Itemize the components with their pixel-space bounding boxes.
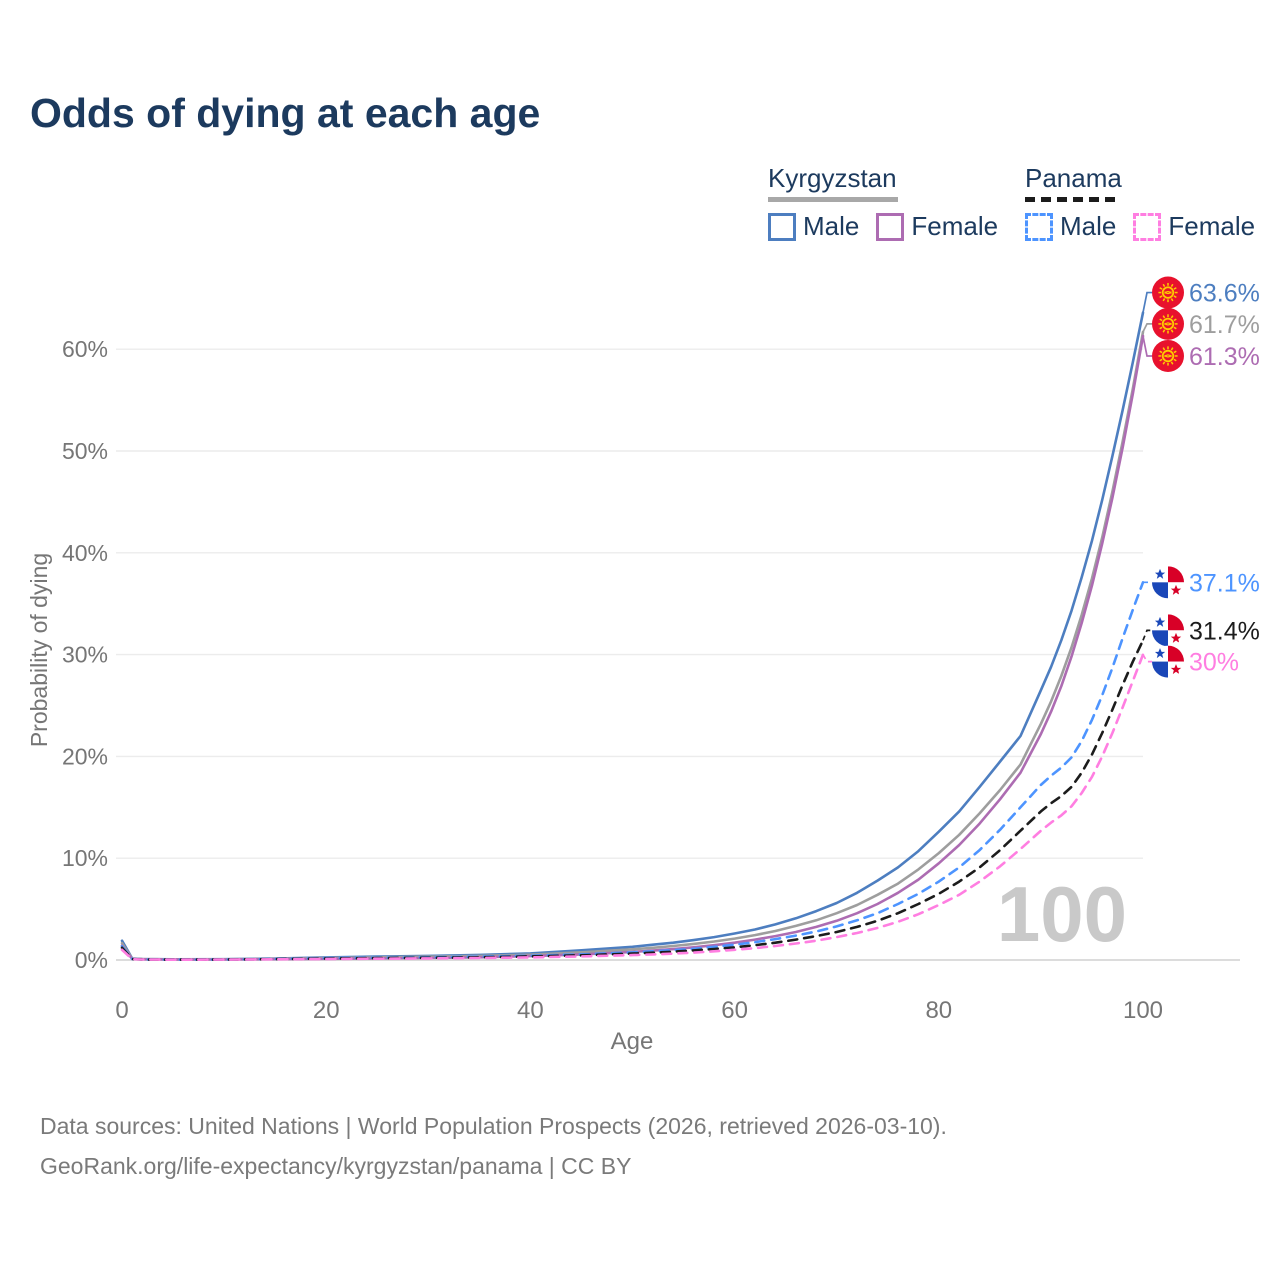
end-value-label: 63.6% xyxy=(1189,280,1260,308)
y-tick-label-50: 50% xyxy=(62,438,108,464)
kyrgyzstan-flag-icon xyxy=(1151,306,1185,341)
legend-header-kyrgyzstan: Kyrgyzstan xyxy=(768,163,897,193)
kyrgyzstan-male-swatch-icon xyxy=(768,212,796,241)
legend-group-panama: Panama Male Female xyxy=(1025,163,1272,242)
y-tick-label-60: 60% xyxy=(62,336,108,362)
kyrgyzstan-female-swatch-icon xyxy=(876,212,905,241)
end-label-connector xyxy=(1142,654,1152,663)
legend-label: Male xyxy=(1060,211,1117,241)
page-title: Odds of dying at each age xyxy=(30,90,541,136)
x-tick-label-100: 100 xyxy=(1123,997,1163,1024)
panama-line-style-sample xyxy=(1025,197,1117,202)
end-value-label: 61.3% xyxy=(1189,343,1260,371)
y-axis-title: Probability of dying xyxy=(26,553,52,747)
end-label-kyrgyzstan-female: 61.3% xyxy=(1142,335,1260,373)
y-tick-label-40: 40% xyxy=(62,540,108,566)
legend-label: Female xyxy=(911,211,999,241)
line-kyrgyzstan xyxy=(120,330,1145,961)
data-source-note: Data sources: United Nations | World Pop… xyxy=(40,1106,947,1186)
line-kyrgyzstan-female xyxy=(120,334,1145,961)
attribution-line: GeoRank.org/life-expectancy/kyrgyzstan/p… xyxy=(40,1153,632,1179)
panama-female-swatch-icon xyxy=(1133,212,1162,241)
end-value-label: 30% xyxy=(1189,649,1239,677)
x-axis-tick-labels: 0 20 40 60 80 100 xyxy=(115,997,1163,1024)
kyrgyzstan-flag-icon xyxy=(1151,275,1185,310)
end-label-connector xyxy=(1142,323,1152,333)
legend-label: Female xyxy=(1168,211,1256,241)
x-tick-label-0: 0 xyxy=(115,997,128,1024)
end-label-connector xyxy=(1142,335,1152,357)
end-label-kyrgyzstan: 61.7% xyxy=(1142,306,1260,341)
end-label-connector xyxy=(1142,291,1152,313)
kyrgyzstan-line-style-sample xyxy=(768,197,898,202)
legend-label: Male xyxy=(803,211,860,241)
legend-item-panama-female: Female xyxy=(1133,211,1255,242)
legend-header-panama: Panama xyxy=(1025,163,1122,193)
end-label-panama: 31.4% xyxy=(1142,614,1260,646)
y-tick-label-10: 10% xyxy=(62,845,108,871)
end-label-connector xyxy=(1142,629,1152,641)
line-kyrgyzstan-male xyxy=(120,311,1145,961)
data-source-line: Data sources: United Nations | World Pop… xyxy=(40,1113,947,1139)
legend-group-kyrgyzstan: Kyrgyzstan Male Female xyxy=(768,163,1015,242)
x-axis-title: Age xyxy=(611,1028,654,1055)
y-tick-label-0: 0% xyxy=(75,947,108,973)
x-tick-label-60: 60 xyxy=(721,997,748,1024)
end-label-panama-male: 37.1% xyxy=(1142,566,1260,598)
y-tick-label-20: 20% xyxy=(62,743,108,769)
legend-item-kyrgyzstan-female: Female xyxy=(876,211,998,242)
end-value-label: 37.1% xyxy=(1189,569,1260,597)
series-lines xyxy=(120,311,1145,961)
y-tick-label-30: 30% xyxy=(62,642,108,668)
panama-flag-icon xyxy=(1152,646,1184,678)
legend-item-kyrgyzstan-male: Male xyxy=(768,211,859,242)
line-panama-female xyxy=(120,653,1145,961)
age-watermark: 100 xyxy=(997,870,1127,958)
y-axis-tick-labels: 0% 10% 20% 30% 40% 50% 60% xyxy=(62,336,108,973)
end-label-kyrgyzstan-male: 63.6% xyxy=(1142,275,1260,313)
kyrgyzstan-flag-icon xyxy=(1151,339,1185,373)
panama-flag-icon xyxy=(1152,566,1184,598)
end-value-label: 61.7% xyxy=(1189,311,1260,339)
panama-male-swatch-icon xyxy=(1025,212,1053,241)
end-value-label: 31.4% xyxy=(1189,617,1260,645)
end-label-panama-female: 30% xyxy=(1142,646,1239,678)
legend-item-panama-male: Male xyxy=(1025,211,1116,242)
panama-flag-icon xyxy=(1152,614,1184,646)
x-tick-label-80: 80 xyxy=(925,997,952,1024)
series-end-labels: 63.6% 61.7% 61.3% 37.1% 31.4% 30% xyxy=(1142,275,1260,678)
x-tick-label-20: 20 xyxy=(313,997,340,1024)
x-tick-label-40: 40 xyxy=(517,997,544,1024)
line-panama-male xyxy=(120,581,1145,961)
